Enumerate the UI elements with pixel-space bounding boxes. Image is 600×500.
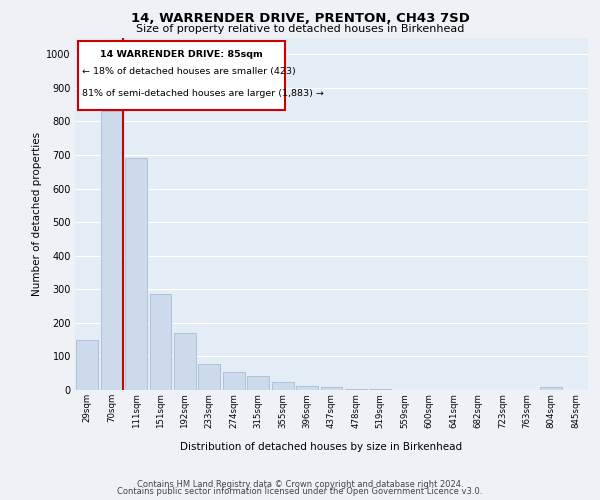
Text: Distribution of detached houses by size in Birkenhead: Distribution of detached houses by size … [180, 442, 462, 452]
Bar [149, 294, 172, 390]
Bar [223, 372, 245, 390]
Bar [345, 389, 367, 390]
Bar [272, 382, 293, 390]
Bar [76, 340, 98, 390]
Text: ← 18% of detached houses are smaller (423): ← 18% of detached houses are smaller (42… [82, 68, 295, 76]
Text: Contains public sector information licensed under the Open Government Licence v3: Contains public sector information licen… [118, 487, 482, 496]
Bar [101, 112, 122, 390]
Bar [125, 158, 147, 390]
Bar [320, 388, 343, 390]
Text: Size of property relative to detached houses in Birkenhead: Size of property relative to detached ho… [136, 24, 464, 34]
FancyBboxPatch shape [77, 41, 286, 110]
Y-axis label: Number of detached properties: Number of detached properties [32, 132, 42, 296]
Bar [247, 376, 269, 390]
Text: Contains HM Land Registry data © Crown copyright and database right 2024.: Contains HM Land Registry data © Crown c… [137, 480, 463, 489]
Bar [541, 388, 562, 390]
Bar [174, 333, 196, 390]
Bar [199, 364, 220, 390]
Text: 81% of semi-detached houses are larger (1,883) →: 81% of semi-detached houses are larger (… [82, 88, 323, 98]
Text: 14, WARRENDER DRIVE, PRENTON, CH43 7SD: 14, WARRENDER DRIVE, PRENTON, CH43 7SD [131, 12, 469, 26]
Bar [296, 386, 318, 390]
Text: 14 WARRENDER DRIVE: 85sqm: 14 WARRENDER DRIVE: 85sqm [100, 50, 263, 59]
